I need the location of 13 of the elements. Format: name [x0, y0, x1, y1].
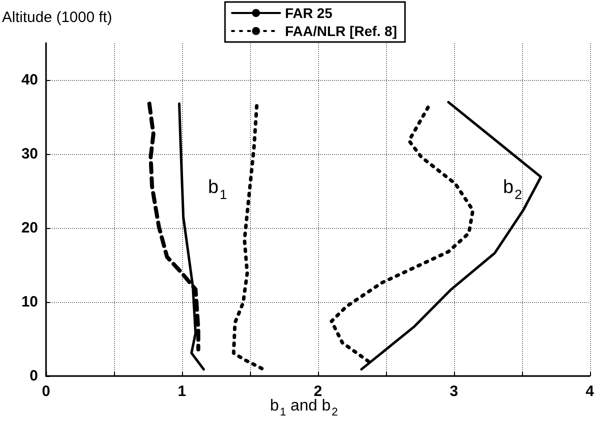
legend-label: FAR 25	[285, 5, 333, 21]
x-tick-label: 1	[178, 383, 186, 400]
y-tick-label: 20	[21, 220, 38, 236]
x-tick-label: 0	[42, 383, 50, 400]
y-tick-label: 0	[30, 368, 38, 384]
y-tick-label: 30	[21, 146, 38, 162]
legend-label: FAA/NLR [Ref. 8]	[285, 23, 397, 39]
y-axis-title: Altitude (1000 ft)	[2, 9, 112, 26]
x-tick-label: 2	[314, 383, 322, 400]
y-tick-label: 10	[21, 294, 38, 310]
x-tick-label: 3	[450, 383, 458, 400]
y-tick-label: 40	[21, 72, 38, 88]
x-tick-label: 4	[586, 383, 595, 400]
